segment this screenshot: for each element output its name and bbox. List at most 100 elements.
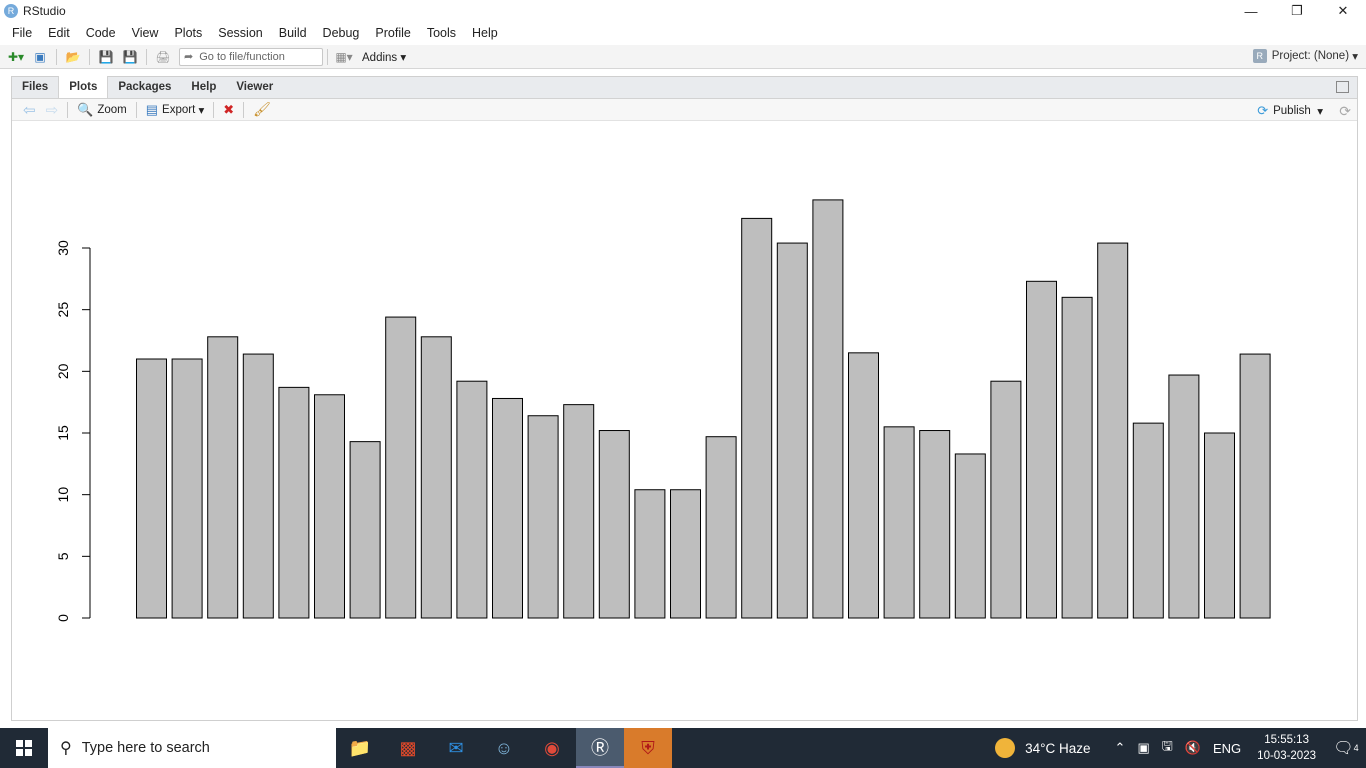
export-button[interactable]: ▤ Export ▾: [145, 101, 205, 117]
bar-3: [207, 336, 239, 619]
menu-code[interactable]: Code: [85, 26, 116, 40]
go-to-file-input[interactable]: ➦ Go to file/function: [179, 47, 323, 66]
notification-count: 4: [1353, 743, 1359, 753]
office-app-icon[interactable]: ▩: [399, 737, 417, 758]
back-arrow-icon[interactable]: ⇦: [23, 101, 36, 119]
windows-taskbar: ⚲ Type here to search 📁 ▩ ✉ ☺ ◉ Ⓡ ⛨ 34°C…: [0, 728, 1366, 768]
chevron-up-icon[interactable]: ⌃: [1114, 740, 1126, 755]
export-icon: ▤: [145, 101, 159, 117]
haze-sun-icon: [995, 738, 1016, 758]
system-tray: 34°C Haze ⌃ ▣ 🖫 🔇 ENG 15:55:13 10-03-202…: [995, 728, 1366, 768]
menu-profile[interactable]: Profile: [375, 26, 411, 40]
tab-packages[interactable]: Packages: [118, 81, 172, 93]
bar-29: [1132, 422, 1164, 619]
bar-9: [420, 336, 452, 619]
title-bar: R RStudio — ❐ ✕: [0, 0, 1366, 22]
file-explorer-icon[interactable]: 📁: [348, 737, 372, 758]
bar-23: [919, 430, 951, 619]
search-icon: ⚲: [60, 740, 72, 757]
notification-center-icon[interactable]: 🗨 4: [1333, 740, 1359, 757]
bar-18: [741, 217, 773, 619]
pane-layout-icon[interactable]: ▦▾: [335, 49, 353, 64]
tab-viewer[interactable]: Viewer: [236, 81, 274, 93]
clock-time: 15:55:13: [1264, 734, 1309, 746]
main-toolbar: ✚▾ ▣ 📂 💾 💾 🖨 ➦ Go to file/function ▦▾ Ad…: [0, 45, 1366, 69]
bar-20: [812, 199, 844, 619]
remove-plot-icon[interactable]: ✖: [223, 101, 235, 117]
weather-widget[interactable]: 34°C Haze: [995, 738, 1091, 758]
bar-16: [670, 489, 701, 619]
tab-plots[interactable]: Plots: [58, 76, 109, 98]
save-icon[interactable]: 💾: [98, 49, 114, 64]
menu-file[interactable]: File: [12, 26, 33, 40]
new-project-icon[interactable]: ▣: [34, 49, 46, 64]
toolbar-divider: [146, 48, 147, 65]
bar-10: [456, 380, 488, 619]
bar-15: [634, 489, 666, 619]
people-app-icon[interactable]: ☺: [494, 737, 514, 758]
shield-app-icon[interactable]: ⛨: [624, 728, 672, 768]
tab-files[interactable]: Files: [22, 81, 49, 93]
bar-13: [563, 404, 595, 619]
menu-tools[interactable]: Tools: [426, 26, 457, 40]
restore-button[interactable]: ❐: [1291, 3, 1303, 18]
forward-arrow-icon[interactable]: ⇨: [45, 101, 59, 119]
toolbar-divider: [135, 101, 137, 118]
bar-14: [598, 430, 630, 619]
volume-muted-icon[interactable]: 🔇: [1184, 740, 1201, 755]
y-tick-label: 30: [55, 240, 71, 256]
camera-icon[interactable]: ▣: [1137, 740, 1150, 755]
zoom-label: Zoom: [97, 103, 127, 116]
bar-25: [990, 380, 1022, 619]
maximize-pane-icon[interactable]: [1336, 81, 1349, 93]
toolbar-divider: [89, 48, 90, 65]
y-tick-label: 10: [55, 487, 71, 503]
mail-icon[interactable]: ✉: [448, 737, 464, 758]
addins-label: Addins: [362, 51, 398, 64]
menu-view[interactable]: View: [131, 26, 159, 40]
new-file-icon[interactable]: ✚▾: [7, 49, 25, 64]
print-icon[interactable]: 🖨: [155, 49, 171, 64]
network-icon[interactable]: 🖫: [1161, 738, 1173, 753]
addins-menu[interactable]: Addins ▾: [362, 51, 407, 64]
project-menu[interactable]: R Project: (None) ▾: [1252, 49, 1358, 63]
menu-debug[interactable]: Debug: [322, 26, 360, 40]
taskbar-search[interactable]: ⚲ Type here to search: [48, 728, 336, 768]
menu-plots[interactable]: Plots: [174, 26, 203, 40]
tab-help[interactable]: Help: [191, 81, 217, 93]
bar-32: [1239, 353, 1271, 619]
bar-7: [349, 441, 381, 619]
language-indicator[interactable]: ENG: [1213, 740, 1242, 756]
clear-all-broom-icon[interactable]: 🖌: [253, 101, 271, 117]
search-placeholder: Type here to search: [81, 740, 210, 756]
close-button[interactable]: ✕: [1337, 3, 1349, 18]
bar-22: [883, 426, 915, 619]
y-tick-label: 20: [55, 363, 71, 379]
toolbar-divider: [327, 48, 328, 65]
bar-21: [848, 352, 879, 619]
chrome-icon[interactable]: ◉: [544, 737, 560, 758]
bar-chart: 0 5 10 15 20 25 30: [55, 199, 1271, 622]
project-label: Project: (None): [1271, 50, 1350, 62]
bar-31: [1204, 432, 1235, 619]
project-icon: R: [1252, 49, 1267, 63]
weather-text: 34°C Haze: [1025, 740, 1091, 756]
refresh-icon[interactable]: ⟳: [1339, 103, 1351, 119]
plots-toolbar: ⇦ ⇨ 🔍 Zoom ▤ Export ▾ ✖ 🖌: [12, 99, 1357, 121]
toolbar-divider: [67, 101, 69, 118]
menu-build[interactable]: Build: [278, 26, 307, 40]
open-file-icon[interactable]: 📂: [65, 49, 81, 64]
windows-logo-icon: [16, 740, 32, 756]
clock[interactable]: 15:55:13 10-03-2023: [1257, 732, 1316, 764]
menu-session[interactable]: Session: [218, 26, 263, 40]
publish-button[interactable]: ⟳ Publish ▾: [1257, 103, 1323, 118]
start-button[interactable]: [0, 728, 48, 768]
minimize-button[interactable]: —: [1244, 3, 1258, 19]
menu-edit[interactable]: Edit: [48, 26, 70, 40]
zoom-button[interactable]: 🔍 Zoom: [77, 102, 127, 118]
menu-help[interactable]: Help: [472, 26, 498, 40]
rstudio-taskbar-icon[interactable]: Ⓡ: [576, 728, 624, 768]
y-tick-label: 15: [55, 425, 71, 441]
toolbar-divider: [243, 101, 245, 118]
save-all-icon[interactable]: 💾: [122, 49, 138, 64]
